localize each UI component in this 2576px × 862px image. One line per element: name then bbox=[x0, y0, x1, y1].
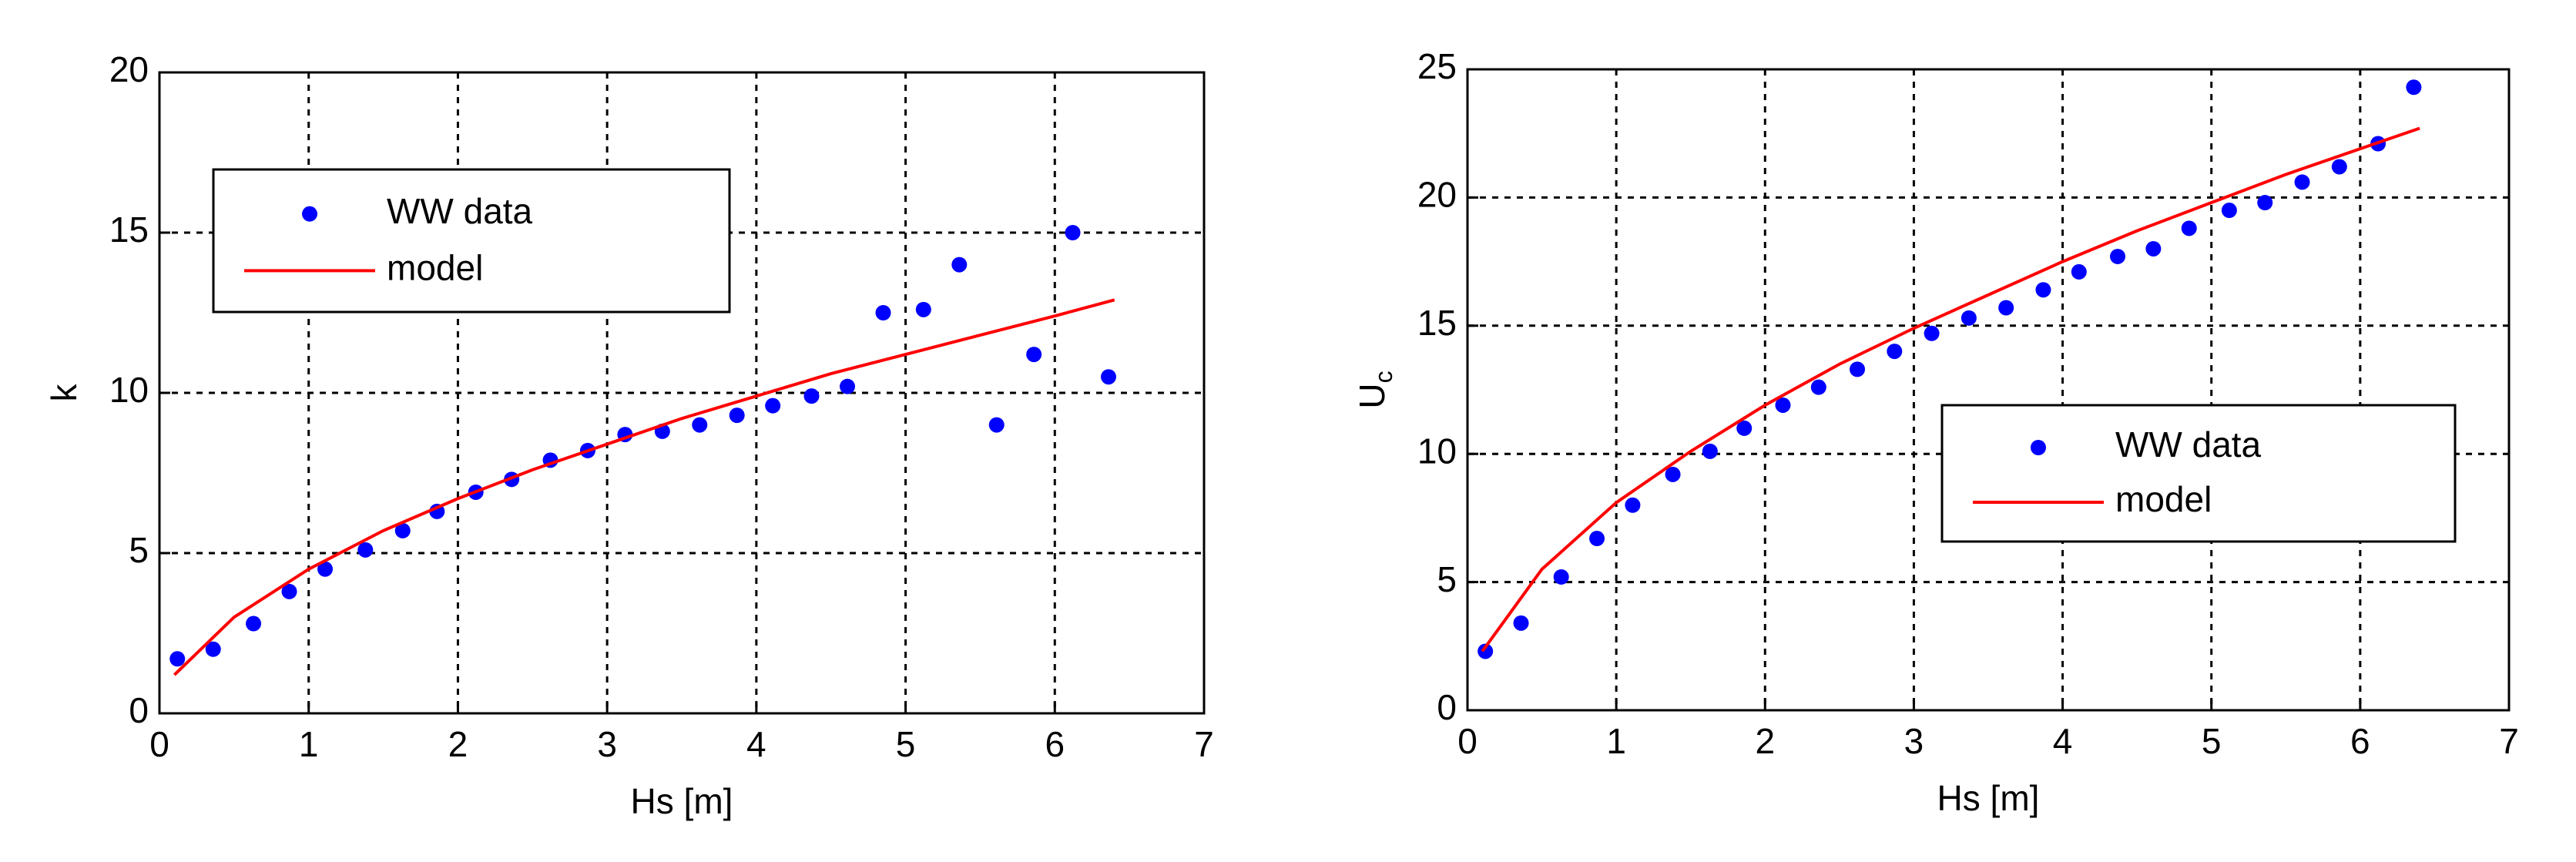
y-tick-label: 10 bbox=[1417, 431, 1457, 471]
y-axis-label-main: U bbox=[1352, 383, 1392, 408]
data-point bbox=[2406, 79, 2422, 96]
x-tick-label: 7 bbox=[2499, 721, 2519, 761]
data-point bbox=[2145, 240, 2162, 257]
y-tick-label: 5 bbox=[129, 530, 149, 570]
data-point bbox=[1101, 369, 1117, 385]
plot-frame bbox=[158, 71, 1206, 715]
data-point bbox=[2110, 248, 2126, 264]
y-tick-label: 20 bbox=[1417, 175, 1457, 215]
data-point bbox=[988, 417, 1005, 433]
data-point bbox=[915, 301, 931, 317]
y-tick-label: 0 bbox=[1437, 687, 1457, 727]
y-axis-label-main: k bbox=[44, 384, 84, 402]
x-tick-label: 1 bbox=[1606, 721, 1626, 761]
y-axis-label: Uc bbox=[1352, 371, 1397, 408]
data-point bbox=[1665, 466, 1681, 482]
y-tick-label: 20 bbox=[109, 49, 149, 89]
data-point bbox=[2257, 195, 2273, 211]
data-point bbox=[1850, 361, 1866, 377]
data-point bbox=[169, 651, 186, 667]
data-point bbox=[1998, 300, 2014, 316]
data-point bbox=[1702, 443, 1718, 459]
x-tick-label: 0 bbox=[1457, 721, 1478, 761]
x-axis-label: Hs [m] bbox=[1937, 778, 2040, 818]
data-point bbox=[357, 542, 374, 558]
legend-label: WW data bbox=[387, 191, 533, 231]
legend-swatch bbox=[302, 206, 317, 222]
chart: 0 1 2 3 4 5 6 7 0 5 10 15 20 25 Hs [m] Uc WW data model bbox=[1352, 46, 2519, 818]
data-point bbox=[2181, 220, 2197, 236]
plot-area bbox=[1467, 69, 2509, 710]
data-point bbox=[1478, 643, 1494, 659]
legend-swatch bbox=[2031, 440, 2046, 455]
data-point bbox=[281, 583, 297, 599]
x-tick-label: 7 bbox=[1194, 724, 1214, 764]
x-tick-label: 5 bbox=[896, 724, 916, 764]
data-point bbox=[1589, 531, 1605, 547]
legend-box bbox=[212, 168, 731, 314]
x-axis-label: Hs [m] bbox=[631, 781, 733, 821]
model-line bbox=[1481, 126, 2420, 652]
y-tick-label: 15 bbox=[109, 210, 149, 250]
data-point bbox=[840, 378, 856, 394]
data-point bbox=[2221, 203, 2237, 219]
plot-frame bbox=[1466, 68, 2511, 712]
data-point bbox=[2294, 174, 2310, 190]
y-tick-label: 10 bbox=[109, 370, 149, 410]
y-axis-label-sub: c bbox=[1370, 371, 1397, 383]
legend-label: model bbox=[2115, 479, 2212, 519]
data-point bbox=[951, 257, 968, 273]
data-point bbox=[692, 417, 708, 433]
data-point bbox=[1065, 225, 1081, 240]
x-tick-label: 4 bbox=[2053, 721, 2073, 761]
data-point bbox=[1625, 497, 1641, 513]
data-point bbox=[1810, 379, 1826, 395]
x-tick-label: 4 bbox=[746, 724, 766, 764]
data-point bbox=[875, 305, 891, 320]
data-point bbox=[394, 522, 411, 538]
x-tick-label: 2 bbox=[448, 724, 468, 764]
data-point bbox=[1026, 347, 1042, 363]
x-tick-label: 3 bbox=[1904, 721, 1924, 761]
data-point bbox=[765, 397, 781, 414]
data-point bbox=[1736, 420, 1753, 436]
x-tick-label: 5 bbox=[2202, 721, 2222, 761]
data-point bbox=[2071, 263, 2087, 280]
data-point bbox=[246, 615, 262, 632]
data-point bbox=[1961, 310, 1977, 326]
model-line bbox=[173, 298, 1115, 676]
x-tick-label: 2 bbox=[1755, 721, 1775, 761]
x-tick-label: 6 bbox=[2350, 721, 2370, 761]
data-point bbox=[1553, 569, 1569, 585]
x-tick-label: 0 bbox=[149, 724, 169, 764]
x-tick-label: 1 bbox=[299, 724, 319, 764]
data-point bbox=[2035, 282, 2051, 298]
x-tick-label: 3 bbox=[597, 724, 617, 764]
legend-label: model bbox=[387, 247, 483, 287]
data-point bbox=[2331, 159, 2347, 175]
data-point bbox=[205, 641, 221, 657]
data-point bbox=[1924, 325, 1940, 341]
legend-label: WW data bbox=[2115, 424, 2262, 465]
data-point bbox=[803, 388, 820, 404]
legend-box bbox=[1940, 404, 2457, 543]
data-point bbox=[1887, 344, 1903, 360]
chart: 0 1 2 3 4 5 6 7 0 5 10 15 20 Hs [m] k WW data model bbox=[44, 49, 1214, 821]
data-point bbox=[317, 561, 334, 577]
y-tick-label: 0 bbox=[129, 690, 149, 730]
y-axis-label: k bbox=[44, 384, 84, 402]
data-point bbox=[1513, 615, 1529, 631]
data-point bbox=[729, 408, 745, 424]
y-tick-label: 5 bbox=[1437, 559, 1457, 599]
y-tick-label: 25 bbox=[1417, 46, 1457, 86]
y-tick-label: 15 bbox=[1417, 303, 1457, 343]
x-tick-label: 6 bbox=[1045, 724, 1065, 764]
data-point bbox=[1775, 397, 1791, 413]
